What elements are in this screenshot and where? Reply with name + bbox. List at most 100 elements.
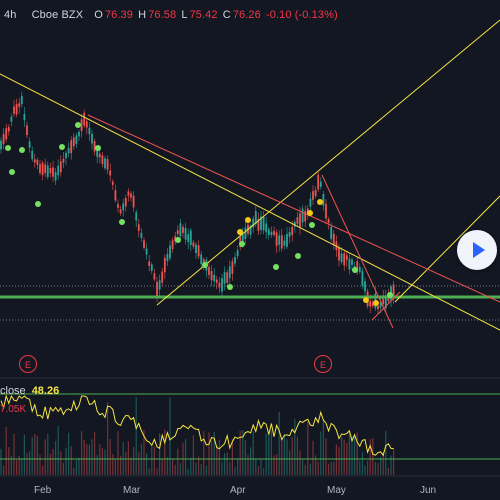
- candle: [169, 245, 171, 259]
- volume-bar: [387, 467, 389, 475]
- volume-bar: [83, 440, 85, 475]
- candle: [208, 266, 210, 275]
- volume-bar: [283, 433, 285, 475]
- volume-bar: [52, 449, 54, 475]
- volume-bar: [112, 454, 114, 475]
- volume-bar: [247, 454, 249, 475]
- candle: [278, 235, 281, 245]
- volume-bar: [390, 455, 392, 475]
- volume-bar: [328, 463, 330, 475]
- candle: [20, 95, 23, 105]
- candle: [70, 140, 73, 154]
- volume-bar: [257, 466, 259, 475]
- volume-bar: [94, 432, 96, 475]
- buy-signal-marker: [175, 237, 181, 243]
- volume-bar: [242, 429, 244, 475]
- volume-bar: [88, 444, 90, 475]
- candle: [182, 226, 184, 233]
- candle: [72, 137, 75, 147]
- signal-marker: [373, 300, 379, 306]
- candle: [361, 270, 364, 286]
- play-icon[interactable]: [457, 230, 497, 270]
- volume-bar: [107, 402, 109, 475]
- volume-bar: [224, 452, 226, 475]
- candle: [317, 174, 320, 190]
- volume-bar: [133, 447, 135, 475]
- buy-signal-marker: [387, 292, 393, 298]
- candle: [91, 133, 93, 144]
- interval-label[interactable]: 4h: [4, 9, 17, 21]
- volume-bar: [125, 451, 127, 475]
- volume-bar: [359, 461, 361, 475]
- month-label-mar: Mar: [123, 485, 141, 496]
- volume-bar: [44, 439, 46, 475]
- candle: [88, 127, 91, 135]
- volume-bar: [5, 426, 7, 475]
- volume-bar: [21, 459, 23, 475]
- candle: [330, 226, 333, 240]
- candle: [236, 250, 239, 257]
- signal-marker: [317, 199, 323, 205]
- red-steep-trendline[interactable]: [321, 174, 394, 329]
- candle: [325, 204, 327, 219]
- candle: [179, 223, 182, 237]
- candle: [28, 141, 31, 148]
- volume-bar: [185, 438, 187, 475]
- candle: [166, 253, 169, 262]
- earnings-event-marker[interactable]: E: [314, 355, 332, 373]
- candle: [150, 264, 153, 271]
- volume-bar: [179, 463, 181, 475]
- candle: [109, 170, 112, 176]
- candle: [140, 232, 143, 238]
- volume-bar: [120, 455, 122, 475]
- candle: [262, 216, 265, 231]
- volume-bar: [278, 411, 280, 475]
- volume-bar: [169, 397, 171, 475]
- month-label-apr: Apr: [230, 485, 246, 496]
- volume-bar: [213, 431, 215, 475]
- candle: [343, 253, 346, 266]
- candle: [114, 190, 117, 201]
- volume-bar: [226, 452, 228, 475]
- candle: [254, 211, 257, 225]
- candle: [104, 158, 106, 169]
- volume-bar: [315, 455, 317, 475]
- indicator-legend[interactable]: close 48.26: [0, 385, 59, 397]
- candle: [18, 103, 21, 107]
- red-descending-trendline[interactable]: [87, 114, 500, 303]
- candle: [80, 119, 83, 132]
- volume-bar: [161, 459, 163, 475]
- yellow-ascending-trendline[interactable]: [156, 19, 500, 306]
- volume-bar: [49, 453, 51, 475]
- candle: [283, 240, 286, 246]
- candle: [296, 217, 299, 224]
- candle: [200, 254, 203, 265]
- oscillator-line: [0, 394, 394, 457]
- buy-signal-marker: [119, 219, 125, 225]
- volume-bar: [208, 432, 210, 475]
- candle: [174, 236, 177, 242]
- volume-bar: [229, 461, 231, 475]
- candle: [249, 225, 252, 235]
- yellow-ascending-trendline-2[interactable]: [394, 195, 500, 303]
- candle: [288, 231, 291, 237]
- red-wedge-line[interactable]: [371, 291, 401, 321]
- volume-bar: [307, 421, 309, 475]
- volume-bar: [18, 456, 20, 475]
- candle: [299, 213, 301, 228]
- yellow-descending-trendline[interactable]: [0, 73, 500, 331]
- candle: [135, 212, 138, 221]
- candle: [54, 172, 57, 181]
- candle: [293, 221, 296, 227]
- volume-bar: [81, 431, 83, 475]
- volume-bar: [211, 441, 213, 475]
- close-value: 76.26: [232, 9, 261, 21]
- volume-bar: [252, 431, 254, 475]
- volume-bar: [195, 462, 197, 475]
- candle: [44, 164, 47, 174]
- earnings-event-marker[interactable]: E: [19, 355, 37, 373]
- open-label: O: [94, 9, 103, 21]
- volume-bar: [356, 432, 358, 475]
- candle: [223, 272, 226, 284]
